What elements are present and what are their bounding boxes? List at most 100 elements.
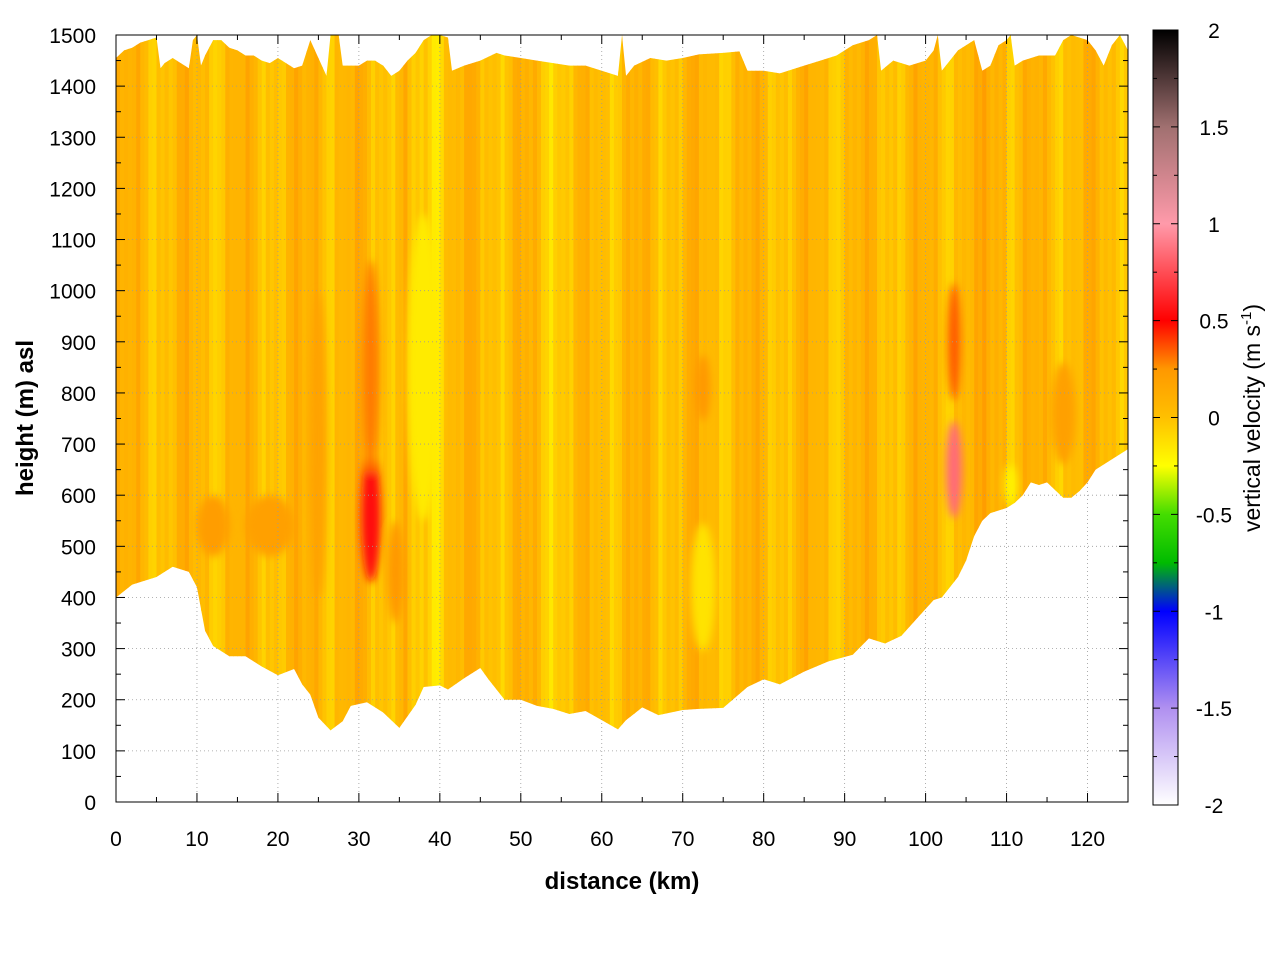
velocity-column — [225, 35, 230, 731]
velocity-column — [1123, 35, 1128, 731]
velocity-column — [674, 35, 680, 731]
velocity-column — [654, 35, 660, 731]
velocity-column — [585, 35, 591, 731]
velocity-column — [132, 35, 137, 731]
velocity-column — [152, 35, 158, 731]
velocity-column — [957, 35, 963, 731]
colorbar-tick-label: 0.5 — [1199, 311, 1228, 334]
velocity-column — [597, 35, 603, 731]
colorbar-tick-label: -0.5 — [1196, 504, 1232, 527]
velocity-column — [929, 35, 935, 731]
velocity-column — [941, 35, 947, 731]
velocity-column — [877, 35, 882, 731]
colorbar: 2 1.5 1 0.5 0 -0.5 -1 -1.5 -2 vertical velocity … — [1152, 20, 1265, 818]
velocity-column — [719, 35, 724, 731]
velocity-column — [294, 35, 299, 731]
velocity-column — [1051, 35, 1056, 731]
x-tick-label: 90 — [833, 828, 856, 851]
velocity-column — [812, 35, 817, 731]
velocity-column — [387, 35, 392, 731]
velocity-column — [937, 35, 943, 731]
velocity-column — [1038, 35, 1044, 731]
velocity-column — [617, 35, 623, 731]
velocity-column — [844, 35, 850, 731]
velocity-column — [156, 35, 162, 731]
velocity-column — [541, 35, 546, 731]
velocity-column — [395, 35, 400, 731]
velocity-feature — [361, 449, 381, 583]
x-tick-label: 30 — [347, 828, 370, 851]
velocity-column — [484, 35, 490, 731]
velocity-column — [1079, 35, 1085, 731]
velocity-column — [456, 35, 461, 731]
velocity-column — [1002, 35, 1008, 731]
velocity-column — [1014, 35, 1020, 731]
velocity-column — [889, 35, 894, 731]
colorbar-tick-label: -1.5 — [1196, 698, 1232, 721]
velocity-column — [731, 35, 736, 731]
y-axis: 0 100 200 300 400 500 600 700 800 900 1000 1100 1200… — [49, 25, 1128, 815]
velocity-column — [334, 35, 340, 731]
heatmap-layer — [116, 35, 1128, 731]
velocity-column — [820, 35, 825, 731]
velocity-column — [1034, 35, 1040, 731]
colorbar-title-close: ) — [1239, 304, 1265, 312]
velocity-column — [638, 35, 643, 731]
velocity-column — [605, 35, 611, 731]
velocity-column — [962, 35, 967, 731]
velocity-column — [589, 35, 595, 731]
velocity-column — [1022, 35, 1028, 731]
velocity-column — [1075, 35, 1081, 731]
velocity-column — [298, 35, 303, 731]
colorbar-title: vertical velocity (m s-1) — [1238, 304, 1265, 532]
x-tick-label: 20 — [266, 828, 289, 851]
velocity-column — [350, 35, 356, 731]
velocity-column — [581, 35, 587, 731]
velocity-column — [508, 35, 514, 731]
velocity-column — [124, 35, 129, 731]
velocity-column — [816, 35, 821, 731]
y-tick-label: 100 — [61, 741, 96, 764]
velocity-column — [1010, 35, 1016, 731]
velocity-column — [792, 35, 797, 731]
velocity-column — [836, 35, 842, 731]
velocity-column — [460, 35, 465, 731]
velocity-column — [168, 35, 174, 731]
velocity-column — [1103, 35, 1109, 731]
velocity-column — [885, 35, 890, 731]
velocity-feature — [310, 290, 327, 598]
velocity-column — [516, 35, 522, 731]
x-tick-label: 120 — [1070, 828, 1105, 851]
velocity-column — [735, 35, 740, 731]
velocity-column — [707, 35, 712, 731]
velocity-column — [201, 35, 206, 731]
velocity-column — [148, 35, 154, 731]
velocity-column — [573, 35, 579, 731]
velocity-column — [221, 35, 226, 731]
velocity-column — [277, 35, 283, 731]
velocity-column — [504, 35, 510, 731]
velocity-column — [848, 35, 854, 731]
velocity-column — [447, 35, 453, 731]
velocity-feature — [196, 495, 230, 557]
velocity-column — [1115, 35, 1121, 731]
velocity-column — [881, 35, 886, 731]
velocity-column — [893, 35, 898, 731]
velocity-column — [727, 35, 732, 731]
velocity-column — [281, 35, 287, 731]
y-tick-label: 900 — [61, 332, 96, 355]
y-tick-label: 0 — [84, 792, 96, 815]
velocity-column — [694, 35, 700, 731]
velocity-column — [561, 35, 566, 731]
velocity-column — [379, 35, 384, 731]
velocity-column — [646, 35, 651, 731]
velocity-column — [913, 35, 919, 731]
x-tick-label: 70 — [671, 828, 694, 851]
velocity-column — [346, 35, 352, 731]
velocity-column — [690, 35, 696, 731]
velocity-column — [354, 35, 360, 731]
velocity-column — [249, 35, 255, 731]
velocity-column — [864, 35, 870, 731]
velocity-column — [824, 35, 830, 731]
velocity-column — [1087, 35, 1093, 731]
